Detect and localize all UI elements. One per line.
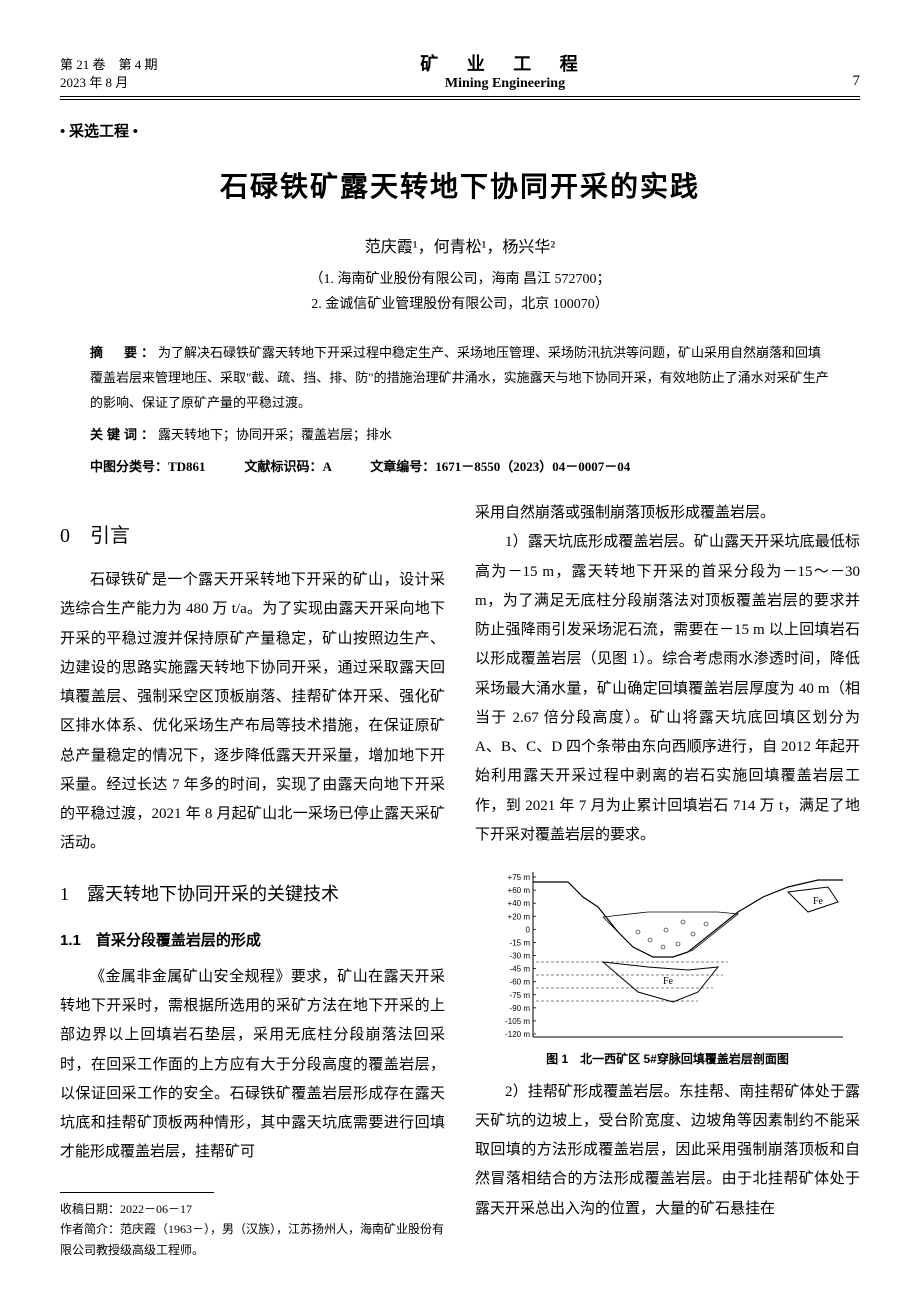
y-tick-label: -15 m [509,939,530,948]
abstract-block: 摘 要：为了解决石碌铁矿露天转地下开采过程中稳定生产、采场地压管理、采场防汛抗洪… [90,341,830,415]
y-tick-label: +60 m [507,886,530,895]
y-tick-label: -75 m [509,991,530,1000]
affil-1: （1. 海南矿业股份有限公司，海南 昌江 572700； [60,267,860,292]
y-tick-label: -30 m [509,952,530,961]
affiliations: （1. 海南矿业股份有限公司，海南 昌江 572700； 2. 金诚信矿业管理股… [60,267,860,317]
body-columns: 0 引言 石碌铁矿是一个露天开采转地下开采的矿山，设计采选综合生产能力为 480… [60,499,860,1260]
page-number: 7 [853,71,861,92]
header-left: 第 21 卷 第 4 期 2023 年 8 月 [60,56,158,92]
page: 第 21 卷 第 4 期 2023 年 8 月 矿 业 工 程 Mining E… [0,0,920,1300]
right-p2: 2）挂帮矿形成覆盖岩层。东挂帮、南挂帮矿体处于露天矿坑的边坡上，受台阶宽度、边坡… [475,1078,860,1224]
ore-label-2: Fe [813,896,824,907]
ore-label-1: Fe [663,976,674,987]
y-tick-label: -60 m [509,978,530,987]
column-tag: • 采选工程 • [60,120,860,141]
figure-1-caption: 图 1 北一西矿区 5#穿脉回填覆盖岩层剖面图 [475,1048,860,1071]
footnote-rule [60,1192,214,1199]
journal-title-en: Mining Engineering [158,76,853,92]
received-date: 收稿日期：2022－06－17 [60,1199,445,1219]
abstract-label: 摘 要： [90,345,158,360]
sec0-p1: 石碌铁矿是一个露天开采转地下开采的矿山，设计采选综合生产能力为 480 万 t/… [60,566,445,859]
right-p1: 1）露天坑底形成覆盖岩层。矿山露天开采坑底最低标高为－15 m，露天转地下开采的… [475,528,860,850]
keywords-block: 关键词：露天转地下；协同开采；覆盖岩层；排水 [90,423,830,448]
y-tick-label: +40 m [507,899,530,908]
abstract-text: 为了解决石碌铁矿露天转地下开采过程中稳定生产、采场地压管理、采场防汛抗洪等问题，… [90,345,829,409]
running-head: 第 21 卷 第 4 期 2023 年 8 月 矿 业 工 程 Mining E… [60,50,860,97]
pub-date: 2023 年 8 月 [60,74,158,92]
classification-line: 中图分类号：TD861 文献标识码：A 文章编号：1671－8550（2023）… [90,456,830,475]
y-tick-label: -105 m [505,1017,530,1026]
y-tick-label: 0 [525,925,530,934]
article-title: 石碌铁矿露天转地下协同开采的实践 [60,165,860,205]
journal-title-cn: 矿 业 工 程 [158,50,853,76]
header-center: 矿 业 工 程 Mining Engineering [158,50,853,92]
y-tick-label: +75 m [507,873,530,882]
figure-1: +75 m +60 m +40 m +20 m 0 -15 m -30 m -45 m -60 … [475,862,860,1071]
sec0-heading: 0 引言 [60,517,445,556]
sec11-heading: 1.1 首采分段覆盖岩层的形成 [60,926,445,955]
affil-2: 2. 金诚信矿业管理股份有限公司，北京 100070） [60,292,860,317]
author-bio: 作者简介：范庆霞（1963－），男（汉族），江苏扬州人，海南矿业股份有限公司教授… [60,1219,445,1260]
footnote-block: 收稿日期：2022－06－17 作者简介：范庆霞（1963－），男（汉族），江苏… [60,1199,445,1260]
y-tick-label: -120 m [505,1030,530,1039]
volume-issue: 第 21 卷 第 4 期 [60,56,158,74]
header-rule [60,99,860,100]
right-p0: 采用自然崩落或强制崩落顶板形成覆盖岩层。 [475,499,860,528]
cross-section-svg: +75 m +60 m +40 m +20 m 0 -15 m -30 m -45 m -60 … [488,862,848,1042]
sec11-p1: 《金属非金属矿山安全规程》要求，矿山在露天开采转地下开采时，需根据所选用的采矿方… [60,963,445,1168]
sec1-heading: 1 露天转地下协同开采的关键技术 [60,877,445,912]
authors: 范庆霞¹，何青松¹，杨兴华² [60,233,860,257]
y-tick-label: -90 m [509,1004,530,1013]
class-text: 中图分类号：TD861 文献标识码：A 文章编号：1671－8550（2023）… [90,459,630,474]
left-column: 0 引言 石碌铁矿是一个露天开采转地下开采的矿山，设计采选综合生产能力为 480… [60,499,445,1260]
keywords-label: 关键词： [90,427,158,442]
keywords-text: 露天转地下；协同开采；覆盖岩层；排水 [158,427,392,442]
right-column: 采用自然崩落或强制崩落顶板形成覆盖岩层。 1）露天坑底形成覆盖岩层。矿山露天开采… [475,499,860,1260]
y-tick-label: +20 m [507,912,530,921]
y-tick-label: -45 m [509,965,530,974]
